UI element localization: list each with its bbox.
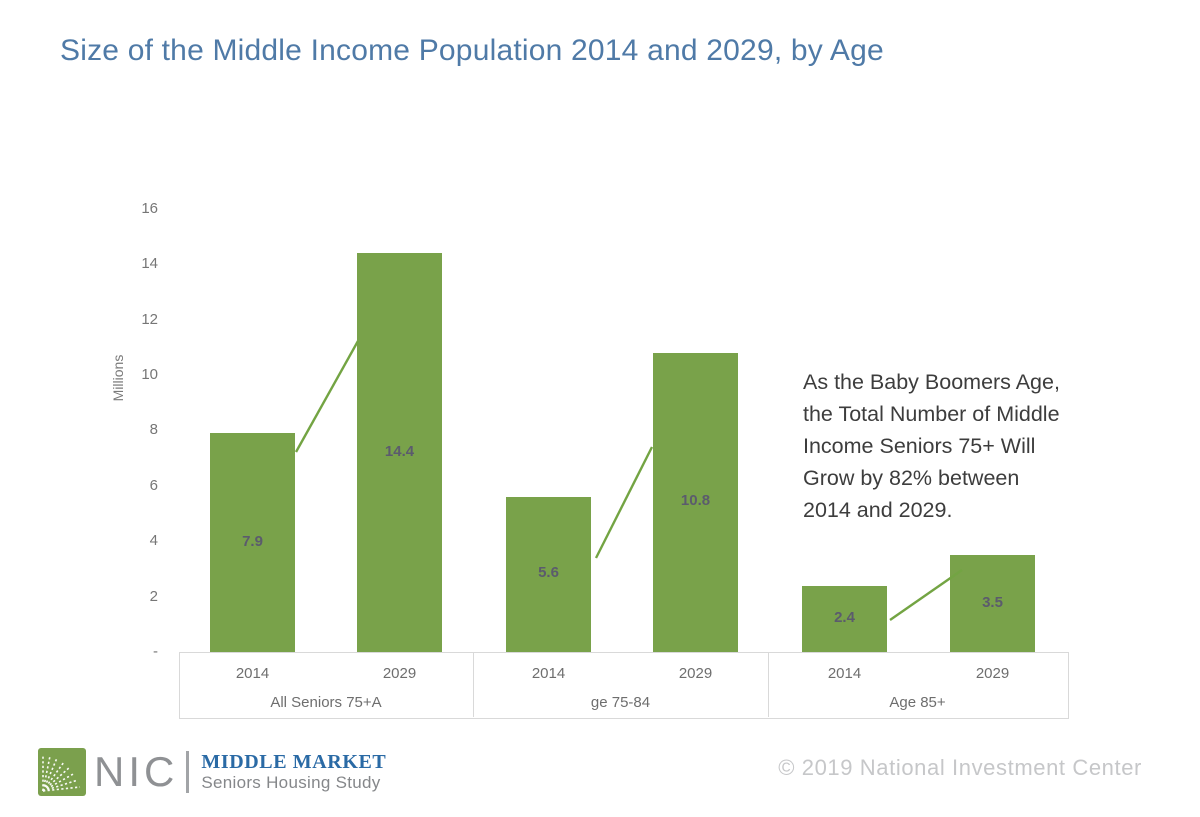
axis-year-label: 2029	[382, 665, 417, 682]
axis-year-label: 2029	[678, 665, 713, 682]
nic-logo: NIC MIDDLE MARKET Seniors Housing Study	[38, 748, 386, 796]
x-axis-separator	[768, 652, 769, 717]
bar-value-label: 3.5	[982, 593, 1003, 611]
logo-brand: MIDDLE MARKET	[201, 751, 387, 773]
y-tick-label: 8	[149, 421, 158, 439]
bar-2014-group1	[210, 433, 295, 652]
y-tick-label: -	[153, 643, 158, 660]
bar-2014-group3	[802, 585, 887, 652]
nic-logo-acronym: NIC	[94, 748, 179, 795]
copyright-text: © 2019 National Investment Center	[778, 755, 1142, 780]
growth-line	[294, 340, 360, 453]
x-axis-box	[179, 652, 1069, 719]
nic-logo-fan-icon	[38, 748, 86, 796]
bar-2029-group1	[357, 253, 442, 652]
axis-year-label: 2014	[235, 665, 270, 682]
axis-category-label: All Seniors 75+A	[270, 694, 382, 711]
bar-value-label: 2.4	[834, 608, 855, 626]
bar-value-label: 10.8	[680, 492, 711, 510]
logo-divider	[186, 751, 190, 793]
y-tick-label: 6	[149, 476, 158, 494]
y-tick-label: 4	[149, 532, 158, 550]
y-tick-label: 10	[141, 366, 158, 384]
bar-value-label: 7.9	[242, 532, 263, 550]
page-title: Size of the Middle Income Population 201…	[60, 34, 884, 67]
bar-value-label: 14.4	[384, 442, 415, 460]
bar-2014-group2	[506, 496, 591, 652]
axis-category-label: Age 85+	[889, 694, 946, 711]
axis-year-label: 2014	[827, 665, 862, 682]
y-tick-label: 12	[141, 310, 158, 328]
growth-line	[594, 446, 654, 559]
x-axis-separator	[473, 652, 474, 717]
annotation-text: As the Baby Boomers Age, the Total Numbe…	[803, 370, 1060, 522]
axis-year-label: 2014	[531, 665, 566, 682]
y-tick-label: 2	[149, 587, 158, 605]
logo-tagline: Seniors Housing Study	[201, 773, 381, 792]
y-tick-label: 16	[141, 199, 158, 217]
y-tick-label: 14	[141, 255, 158, 273]
axis-year-label: 2029	[975, 665, 1010, 682]
bar-value-label: 5.6	[538, 564, 559, 582]
axis-category-label: ge 75-84	[590, 694, 651, 711]
bar-2029-group2	[653, 352, 738, 652]
bar-2029-group3	[950, 555, 1035, 652]
